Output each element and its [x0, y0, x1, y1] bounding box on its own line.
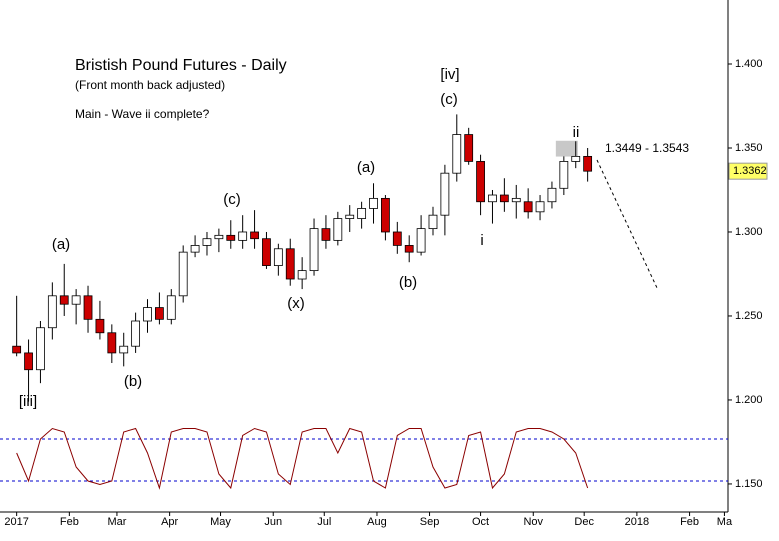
candle-body [226, 234, 236, 241]
candle-body [238, 231, 248, 241]
wave-label: [iii] [19, 393, 37, 410]
candle-body [309, 228, 319, 272]
candle-body [357, 208, 367, 219]
x-tick-label: 2017 [4, 516, 28, 528]
indicator-line [16, 427, 589, 490]
candle-body [416, 228, 426, 253]
x-tick-label: Dec [574, 516, 594, 528]
y-tick-label: 1.300 [735, 226, 763, 238]
wave-label: i [480, 232, 483, 249]
candle-body [59, 295, 69, 305]
candle-body [119, 345, 129, 354]
candle-body [95, 318, 105, 334]
x-tick-label: Sep [420, 516, 440, 528]
y-tick-label: 1.150 [735, 478, 763, 490]
candle-body [250, 231, 259, 240]
wave-label: (b) [399, 274, 417, 291]
candle-body [321, 228, 331, 241]
x-tick-label: May [210, 516, 231, 528]
candle-body [535, 201, 545, 213]
candle-body [24, 352, 33, 371]
chart-title: Bristish Pound Futures - Daily [75, 57, 287, 74]
candle-body [583, 155, 593, 172]
candle-body [131, 320, 141, 347]
candle-body [464, 134, 474, 162]
x-tick-label: Mar [107, 516, 126, 528]
y-tick-label: 1.400 [735, 58, 763, 70]
candle-body [273, 248, 283, 266]
candle-body [381, 197, 390, 233]
x-tick-label: Aug [367, 516, 387, 528]
x-tick-label: Nov [523, 516, 543, 528]
last-price-box [728, 162, 768, 180]
target-zone-label: 1.3449 - 1.3543 [605, 141, 689, 155]
x-tick-label: Oct [472, 516, 489, 528]
y-tick-label: 1.350 [735, 142, 763, 154]
candle-body [523, 201, 533, 213]
x-tick-label: 2018 [625, 516, 649, 528]
candle-body [452, 134, 462, 174]
candle-body [47, 295, 57, 329]
candle-body [511, 197, 521, 203]
candle-body [107, 332, 117, 354]
candle-body [333, 218, 343, 241]
x-tick-label: Apr [161, 516, 178, 528]
last-price-label: 1.3362 [733, 165, 767, 177]
chart-subtitle: (Front month back adjusted) [75, 78, 225, 92]
wave-label: ii [573, 124, 580, 141]
y-tick-label: 1.250 [735, 310, 763, 322]
wave-label: [iv] [440, 66, 459, 83]
candle-body [476, 161, 485, 203]
candle-body [190, 245, 200, 253]
candle-body [440, 172, 450, 216]
wave-label: (x) [287, 295, 305, 312]
candle-body [297, 270, 307, 280]
candle-body [547, 187, 557, 203]
candle-body [36, 327, 45, 371]
target-zone [555, 140, 578, 157]
x-tick-label: Feb [60, 516, 79, 528]
candle-body [202, 238, 212, 246]
x-tick-label: Jun [264, 516, 282, 528]
wave-label: (b) [124, 373, 142, 390]
candle-body [392, 231, 402, 246]
x-tick-label: Ma [717, 516, 733, 528]
candle-body [428, 214, 438, 230]
wave-label: (a) [357, 159, 375, 176]
candle-body [571, 155, 581, 162]
candle-body [499, 194, 509, 203]
candle-body [166, 295, 176, 320]
candle-body [71, 295, 81, 305]
x-tick-label: Jul [317, 516, 331, 528]
candle-body [559, 161, 569, 189]
candle-body [369, 197, 378, 209]
candle-body [178, 251, 188, 297]
candle-body [83, 295, 93, 320]
candle-body [143, 307, 152, 322]
chart-note: Main - Wave ii complete? [75, 107, 210, 121]
candle-body [488, 194, 497, 203]
candle-body [262, 238, 271, 266]
y-tick-label: 1.200 [735, 394, 763, 406]
x-tick-label: Feb [680, 516, 699, 528]
candle-body [285, 248, 295, 280]
wave-label: (a) [52, 236, 70, 253]
candle-body [12, 345, 22, 354]
wave-label: (c) [440, 91, 458, 108]
candle-body [154, 307, 164, 320]
candle-body [214, 234, 224, 240]
wave-label: (c) [223, 191, 241, 208]
candle-body [345, 214, 355, 219]
candle-body [404, 245, 414, 253]
